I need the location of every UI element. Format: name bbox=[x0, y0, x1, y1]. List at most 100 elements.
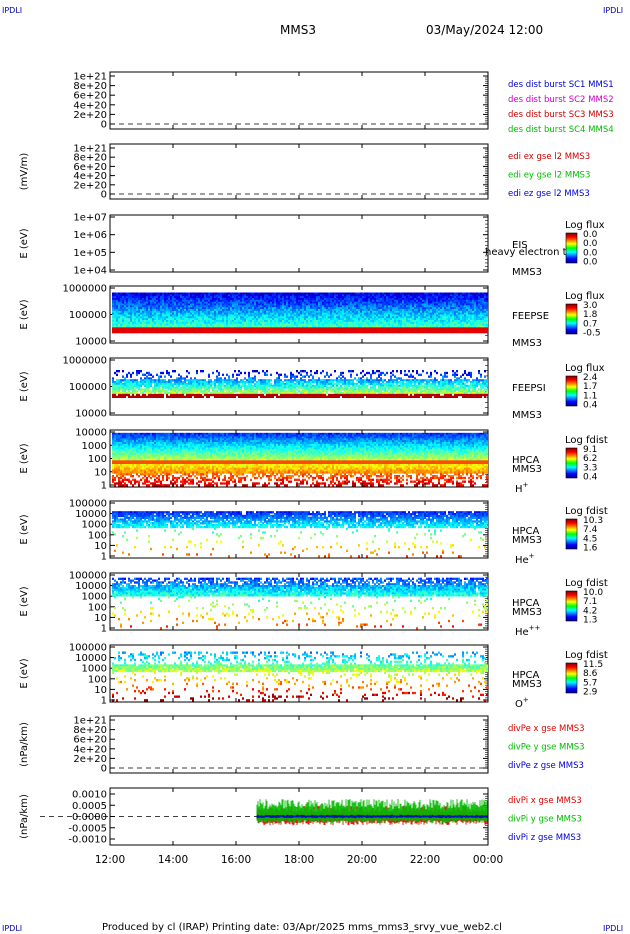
spectrogram-cell bbox=[380, 299, 382, 303]
spectrogram-cell bbox=[444, 327, 446, 330]
spectrogram-cell bbox=[342, 303, 344, 306]
spectrogram-cell bbox=[192, 392, 194, 395]
spectrogram-cell bbox=[250, 303, 252, 306]
spectrogram-cell bbox=[232, 384, 234, 387]
spectrogram-cell bbox=[338, 310, 340, 314]
spectrogram-cell bbox=[136, 316, 138, 319]
spectrogram-cell bbox=[264, 316, 266, 319]
spectrogram-cell bbox=[238, 301, 240, 304]
spectrogram-cell bbox=[344, 316, 346, 319]
spectrogram-cell bbox=[124, 323, 126, 326]
spectrogram-cell bbox=[280, 305, 282, 308]
spectrogram-cell bbox=[200, 312, 202, 315]
spectrogram-cell bbox=[134, 305, 136, 308]
spectrogram-cell bbox=[136, 392, 138, 395]
spectrogram-cell bbox=[432, 314, 434, 317]
spectrogram-cell bbox=[164, 314, 166, 317]
spectrogram-cell bbox=[322, 331, 324, 334]
spectrogram-cell bbox=[414, 292, 416, 295]
spectrogram-cell bbox=[474, 312, 476, 315]
spectrogram-cell bbox=[186, 299, 188, 303]
spectrogram-cell bbox=[318, 331, 320, 334]
spectrogram-cell bbox=[208, 316, 210, 319]
spectrogram-cell bbox=[436, 305, 438, 308]
spectrogram-cell bbox=[342, 331, 344, 334]
spectrogram-cell bbox=[210, 309, 212, 312]
spectrogram-cell bbox=[236, 299, 238, 303]
spectrogram-cell bbox=[150, 298, 152, 301]
spectrogram-cell bbox=[450, 331, 452, 334]
spectrogram-cell bbox=[372, 320, 374, 323]
spectrogram-cell bbox=[138, 316, 140, 319]
spectrogram-cell bbox=[180, 382, 182, 386]
spectrogram-cell bbox=[134, 310, 136, 314]
spectrogram-cell bbox=[116, 301, 118, 304]
spectrogram-cell bbox=[330, 321, 332, 325]
spectrogram-cell bbox=[448, 325, 450, 328]
spectrogram-cell bbox=[200, 386, 202, 389]
spectrogram-cell bbox=[376, 312, 378, 315]
spectrogram-cell bbox=[426, 312, 428, 315]
spectrogram-cell bbox=[218, 323, 220, 326]
spectrogram-cell bbox=[158, 392, 160, 395]
spectrogram-cell bbox=[374, 309, 376, 312]
spectrogram-cell bbox=[314, 299, 316, 303]
spectrogram-cell bbox=[342, 316, 344, 319]
spectrogram-cell bbox=[328, 309, 330, 312]
spectrogram-cell bbox=[196, 390, 198, 393]
spectrogram-cell bbox=[438, 294, 440, 297]
spectrogram-cell bbox=[162, 395, 164, 398]
spectrogram-cell bbox=[116, 382, 118, 386]
spectrogram-cell bbox=[182, 310, 184, 314]
spectrogram-cell bbox=[374, 312, 376, 315]
spectrogram-cell bbox=[314, 303, 316, 306]
spectrogram-cell bbox=[338, 331, 340, 334]
spectrogram-cell bbox=[150, 312, 152, 315]
spectrogram-cell bbox=[174, 305, 176, 308]
spectrogram-cell bbox=[130, 384, 132, 387]
spectrogram-cell bbox=[376, 305, 378, 308]
spectrogram-cell bbox=[372, 301, 374, 304]
spectrogram-cell bbox=[366, 329, 368, 332]
spectrogram-cell bbox=[222, 379, 224, 382]
spectrogram-cell bbox=[458, 296, 460, 299]
spectrogram-cell bbox=[120, 321, 122, 325]
spectrogram-cell bbox=[462, 307, 464, 310]
spectrogram-cell bbox=[240, 296, 242, 299]
spectrogram-cell bbox=[294, 305, 296, 308]
spectrogram-cell bbox=[470, 303, 472, 306]
spectrogram-cell bbox=[362, 292, 364, 295]
spectrogram-cell bbox=[402, 329, 404, 332]
spectrogram-cell bbox=[192, 292, 194, 295]
spectrogram-cell bbox=[130, 309, 132, 312]
spectrogram-cell bbox=[296, 298, 298, 301]
spectrogram-cell bbox=[226, 381, 228, 384]
spectrogram-cell bbox=[368, 323, 370, 326]
spectrogram-cell bbox=[254, 310, 256, 314]
spectrogram-cell bbox=[142, 309, 144, 312]
spectrogram-cell bbox=[336, 320, 338, 323]
spectrogram-cell bbox=[266, 305, 268, 308]
spectrogram-cell bbox=[424, 303, 426, 306]
spectrogram-cell bbox=[122, 298, 124, 301]
spectrogram-cell bbox=[334, 292, 336, 295]
spectrogram-cell bbox=[146, 323, 148, 326]
spectrogram-cell bbox=[224, 321, 226, 325]
spectrogram-cell bbox=[322, 325, 324, 328]
spectrogram-cell bbox=[426, 303, 428, 306]
spectrogram-cell bbox=[226, 309, 228, 312]
spectrogram-cell bbox=[112, 310, 114, 314]
spectrogram-cell bbox=[122, 294, 124, 297]
spectrogram-cell bbox=[344, 312, 346, 315]
spectrogram-cell bbox=[434, 301, 436, 304]
spectrogram-cell bbox=[302, 298, 304, 301]
y-tick-label: 100000 bbox=[69, 382, 107, 393]
spectrogram-cell bbox=[266, 331, 268, 334]
spectrogram-cell bbox=[184, 321, 186, 325]
spectrogram-cell bbox=[330, 325, 332, 328]
spectrogram-cell bbox=[232, 329, 234, 332]
spectrogram-cell bbox=[430, 292, 432, 295]
spectrogram-cell bbox=[458, 299, 460, 303]
spectrogram-cell bbox=[252, 325, 254, 328]
spectrogram-cell bbox=[238, 318, 240, 321]
